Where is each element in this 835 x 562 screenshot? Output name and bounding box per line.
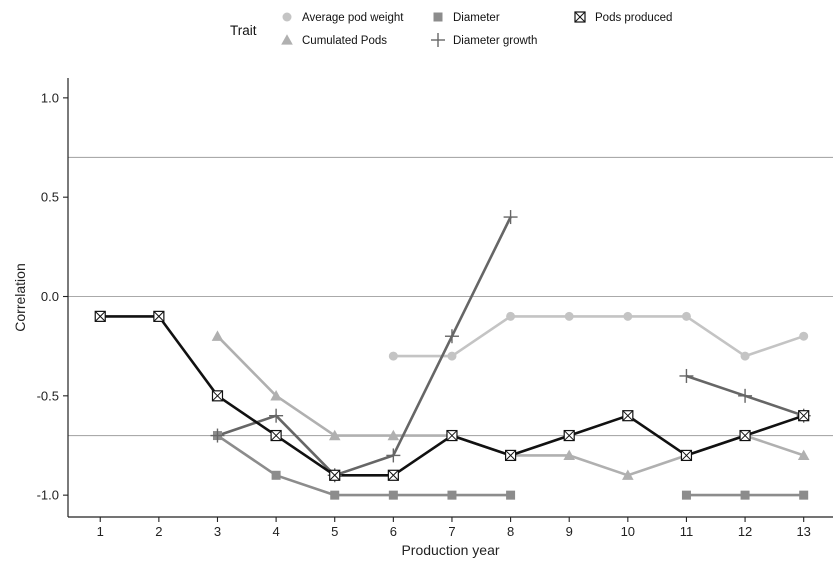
x-tick-label: 2: [155, 524, 162, 539]
point-cumulated-pods: [328, 429, 341, 441]
point-diameter-growth: [269, 408, 284, 423]
point-pods-produced: [446, 429, 458, 442]
point-average-pod-weight: [447, 351, 457, 361]
y-tick-label: 0.0: [41, 289, 59, 304]
point-pods-produced: [153, 310, 165, 322]
legend-title: Trait: [230, 23, 257, 38]
point-pods-produced: [504, 449, 517, 462]
point-pods-produced: [798, 410, 810, 422]
point-diameter-growth: [210, 428, 225, 443]
series-line-diameter: [216, 434, 511, 497]
point-average-pod-weight: [623, 311, 633, 321]
y-tick-label: -1.0: [37, 488, 59, 503]
y-tick-label: -0.5: [37, 388, 59, 403]
point-diameter: [271, 470, 281, 480]
point-pods-produced: [270, 429, 282, 442]
legend-label-diameter-growth: Diameter growth: [453, 35, 537, 47]
point-diameter: [447, 490, 457, 500]
point-diameter-growth: [386, 448, 401, 463]
point-diameter-growth: [679, 368, 694, 383]
x-tick-label: 10: [621, 524, 635, 539]
point-diameter: [506, 490, 516, 500]
legend-label-pods-produced: Pods produced: [595, 12, 672, 24]
series-line-average-pod-weight: [393, 315, 805, 358]
point-diameter-growth: [444, 329, 459, 344]
point-diameter: [799, 490, 809, 500]
x-tick-label: 7: [448, 524, 455, 539]
point-cumulated-pods: [563, 449, 576, 461]
point-pods-produced: [329, 469, 341, 481]
point-cumulated-pods: [797, 449, 810, 461]
point-diameter: [681, 490, 691, 500]
point-cumulated-pods: [622, 469, 634, 480]
reference-lines: [68, 156, 833, 437]
legend-key-pods-produced: [574, 11, 586, 23]
point-pods-produced: [680, 449, 693, 462]
x-tick-label: 4: [272, 524, 279, 539]
point-diameter-growth: [503, 210, 518, 225]
legend-key-diameter: [433, 12, 443, 22]
legend-key-average-pod-weight: [282, 12, 292, 22]
point-average-pod-weight: [506, 311, 516, 321]
point-diameter: [330, 490, 340, 500]
point-pods-produced: [739, 429, 751, 442]
point-diameter: [740, 490, 750, 500]
legend-label-cumulated-pods: Cumulated Pods: [302, 35, 387, 47]
legend-key-cumulated-pods: [281, 34, 293, 45]
legend: Trait Average pod weight Cumulated Pods Di…: [230, 11, 672, 47]
point-average-pod-weight: [740, 351, 750, 361]
plot-area: -1.0-0.50.00.51.0 1 2 3 4 5 6 7 8 9 10 11 12 13: [37, 78, 833, 539]
legend-label-average-pod-weight: Average pod weight: [302, 12, 404, 24]
x-tick-label: 6: [390, 524, 397, 539]
x-tick-label: 3: [214, 524, 221, 539]
x-tick-label: 9: [566, 524, 573, 539]
y-axis-ticks: -1.0 -0.5 0.0 0.5 1.0: [37, 90, 68, 503]
x-axis-title: Production year: [401, 542, 499, 558]
point-pods-produced: [563, 429, 575, 442]
point-diameter: [388, 490, 398, 500]
x-tick-label: 5: [331, 524, 338, 539]
point-average-pod-weight: [799, 331, 809, 341]
point-pods-produced: [94, 310, 106, 322]
x-tick-label: 8: [507, 524, 514, 539]
point-pods-produced: [622, 410, 634, 422]
y-tick-label: 0.5: [41, 190, 59, 205]
series-line-diameter-growth: [217, 216, 512, 477]
point-diameter-growth: [738, 388, 753, 403]
legend-label-diameter: Diameter: [453, 12, 500, 24]
x-tick-label: 12: [738, 524, 752, 539]
point-average-pod-weight: [681, 311, 691, 321]
series-markers: [94, 210, 811, 500]
x-tick-label: 11: [680, 524, 694, 539]
point-cumulated-pods: [387, 429, 400, 441]
point-pods-produced: [211, 390, 224, 402]
y-axis-title: Correlation: [12, 263, 28, 331]
legend-key-diameter-growth: [431, 33, 445, 47]
point-cumulated-pods: [270, 390, 282, 401]
y-tick-label: 1.0: [41, 90, 59, 105]
x-tick-label: 13: [796, 524, 810, 539]
x-axis-ticks: 1 2 3 4 5 6 7 8 9 10 11 12 13: [97, 517, 811, 539]
point-pods-produced: [387, 469, 399, 481]
point-average-pod-weight: [564, 311, 574, 321]
point-average-pod-weight: [388, 351, 398, 361]
x-tick-label: 1: [97, 524, 104, 539]
point-cumulated-pods: [211, 330, 224, 341]
